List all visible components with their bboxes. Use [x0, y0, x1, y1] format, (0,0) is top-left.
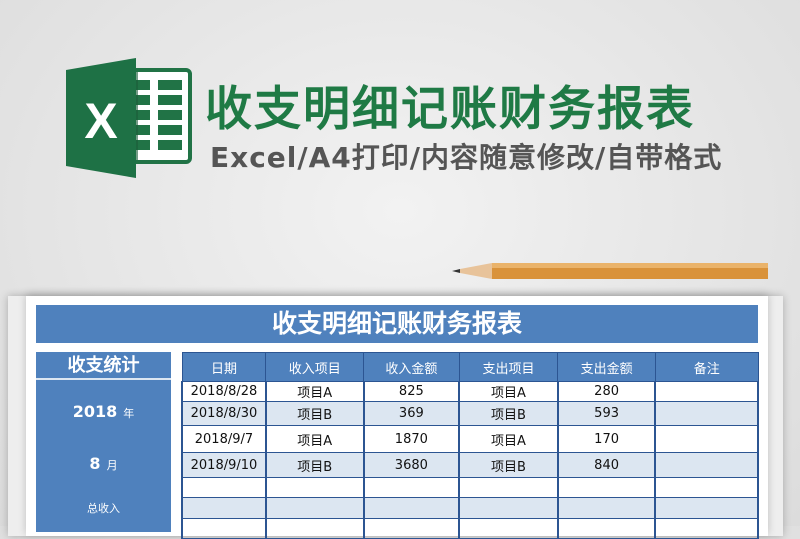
table-cell[interactable] — [264, 477, 365, 498]
table-cell[interactable]: 项目B — [264, 401, 365, 426]
table-cell[interactable] — [654, 452, 759, 478]
page-title: 收支明细记账财务报表 — [205, 82, 695, 137]
table-cell[interactable] — [181, 497, 267, 519]
table-cell[interactable] — [362, 477, 461, 498]
svg-text:X: X — [84, 93, 117, 149]
table-row: 2018/8/28 项目A 825 项目A 280 — [181, 381, 759, 402]
table-cell[interactable] — [362, 497, 461, 519]
table-cell[interactable]: 项目A — [458, 425, 559, 453]
table-cell[interactable] — [458, 477, 559, 498]
table-cell[interactable] — [362, 518, 461, 539]
table-cell[interactable] — [654, 401, 759, 426]
pencil-icon — [452, 263, 768, 279]
column-header[interactable]: 支出项目 — [458, 352, 559, 382]
table-cell[interactable]: 840 — [556, 452, 657, 478]
table-cell[interactable]: 项目A — [264, 381, 365, 402]
table-cell[interactable] — [556, 477, 657, 498]
table-cell[interactable]: 项目B — [458, 452, 559, 478]
table-cell[interactable] — [654, 381, 759, 402]
page-subtitle: Excel/A4打印/内容随意修改/自带格式 — [210, 141, 723, 174]
summary-heading: 收支统计 — [36, 352, 171, 380]
table-row — [181, 497, 759, 519]
column-header[interactable]: 收入金额 — [363, 352, 460, 382]
table-cell[interactable] — [458, 497, 559, 519]
table-cell[interactable] — [654, 497, 759, 519]
table-cell[interactable]: 1870 — [362, 425, 461, 453]
column-header[interactable]: 日期 — [181, 352, 267, 382]
table-row: 2018/8/30 项目B 369 项目B 593 — [181, 401, 759, 426]
table-cell[interactable] — [654, 518, 759, 539]
table-cell[interactable] — [556, 497, 657, 519]
table-cell[interactable]: 369 — [362, 401, 461, 426]
column-header[interactable]: 备注 — [654, 352, 759, 382]
table-cell[interactable]: 项目B — [264, 452, 365, 478]
table-cell[interactable]: 280 — [556, 381, 657, 402]
excel-logo-icon: X — [66, 58, 192, 178]
table-cell[interactable]: 2018/8/30 — [181, 401, 267, 426]
table-row: 2018/9/10 项目B 3680 项目B 840 — [181, 452, 759, 478]
table-cell[interactable] — [458, 518, 559, 539]
table-row — [181, 477, 759, 498]
year-value[interactable]: 2018 年 — [72, 402, 135, 421]
table-row — [181, 518, 759, 539]
table-cell[interactable] — [654, 477, 759, 498]
table-cell[interactable] — [181, 477, 267, 498]
table-cell[interactable] — [556, 518, 657, 539]
table-cell[interactable]: 3680 — [362, 452, 461, 478]
sheet-title: 收支明细记账财务报表 — [36, 305, 758, 343]
table-cell[interactable]: 2018/9/10 — [181, 452, 267, 478]
table-cell[interactable]: 项目B — [458, 401, 559, 426]
table-cell[interactable]: 2018/9/7 — [181, 425, 267, 453]
table-cell[interactable]: 825 — [362, 381, 461, 402]
table-cell[interactable] — [181, 518, 267, 539]
total-income-label: 总收入 — [87, 502, 120, 515]
table-cell[interactable] — [264, 518, 365, 539]
table-cell[interactable]: 593 — [556, 401, 657, 426]
table-cell[interactable]: 项目A — [264, 425, 365, 453]
table-row: 2018/9/7 项目A 1870 项目A 170 — [181, 425, 759, 453]
column-header[interactable]: 支出金额 — [557, 352, 656, 382]
table-cell[interactable] — [654, 425, 759, 453]
table-cell[interactable]: 170 — [556, 425, 657, 453]
table-cell[interactable]: 项目A — [458, 381, 559, 402]
table-cell[interactable] — [264, 497, 365, 519]
ledger-table: 日期 收入项目 收入金额 支出项目 支出金额 备注 2018/8/28 项目A 825 项目A 2… — [181, 352, 759, 539]
table-cell[interactable]: 2018/8/28 — [181, 381, 267, 402]
column-header[interactable]: 收入项目 — [265, 352, 364, 382]
